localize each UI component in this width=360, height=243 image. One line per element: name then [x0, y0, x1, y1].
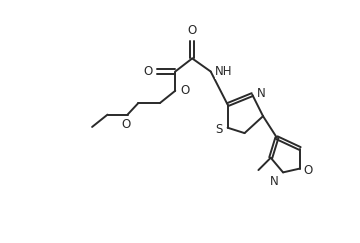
Text: O: O: [121, 119, 131, 131]
Text: O: O: [180, 84, 189, 97]
Text: O: O: [304, 164, 313, 177]
Text: O: O: [188, 24, 197, 37]
Text: NH: NH: [215, 65, 233, 78]
Text: O: O: [144, 65, 153, 78]
Text: N: N: [257, 87, 266, 100]
Text: N: N: [270, 175, 278, 188]
Text: S: S: [215, 123, 222, 136]
